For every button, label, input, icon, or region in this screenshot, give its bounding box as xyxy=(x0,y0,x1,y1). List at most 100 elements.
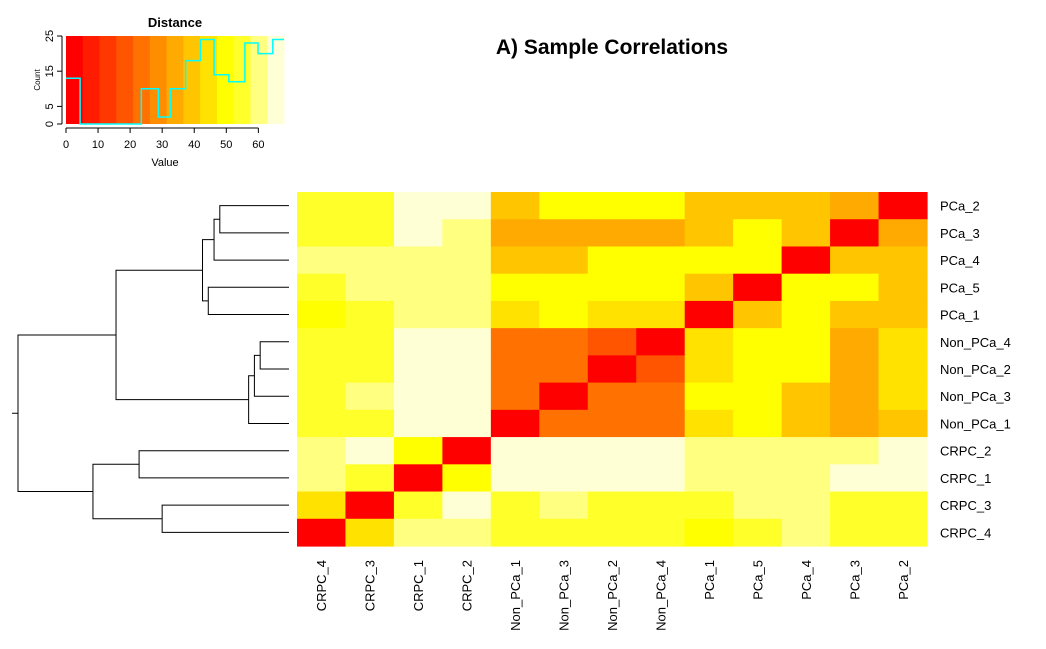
heatmap-cell xyxy=(393,192,443,220)
heatmap-cell xyxy=(393,409,443,438)
heatmap-cell xyxy=(878,192,928,220)
heatmap-cell xyxy=(490,273,540,302)
heatmap-cell xyxy=(733,355,783,384)
heatmap-cell xyxy=(684,464,734,493)
dendrogram-branch xyxy=(92,463,163,520)
heatmap-cell xyxy=(297,518,347,547)
heatmap-cell xyxy=(684,328,734,356)
heatmap-cell xyxy=(345,437,395,465)
key-color-band xyxy=(99,36,117,124)
heatmap-cell xyxy=(587,437,637,465)
heatmap-cell xyxy=(587,518,637,547)
heatmap-cell xyxy=(539,246,589,275)
heatmap-cell xyxy=(878,246,928,275)
dendrogram-branch xyxy=(213,218,289,261)
heatmap-cell xyxy=(393,437,443,465)
heatmap-cell xyxy=(297,246,347,275)
heatmap-cell xyxy=(636,382,686,411)
heatmap-cell xyxy=(442,246,492,275)
row-label: Non_PCa_1 xyxy=(940,416,1011,431)
heatmap-cell xyxy=(345,219,395,248)
heatmap-cell xyxy=(345,518,395,547)
heatmap-cell xyxy=(539,437,589,465)
key-color-band xyxy=(149,36,168,124)
dendrogram-branch xyxy=(138,450,289,479)
heatmap-cell xyxy=(733,437,783,465)
heatmap-cell xyxy=(830,518,880,547)
color-key: Distance 0 10 20 30 40 50 60 Value 0 5 15 25 Count xyxy=(33,15,285,169)
heatmap-cell xyxy=(490,464,540,493)
heatmap-cell xyxy=(297,273,347,302)
row-label: PCa_2 xyxy=(940,199,980,214)
heatmap-cell xyxy=(297,355,347,384)
dendrogram-branch xyxy=(259,341,289,370)
key-x-tick-label: 20 xyxy=(124,139,136,151)
dendrogram-branch xyxy=(17,334,117,493)
column-label: PCa_5 xyxy=(750,560,765,600)
row-label: Non_PCa_3 xyxy=(940,389,1011,404)
heatmap-cell xyxy=(539,409,589,438)
heatmap-cell xyxy=(684,273,734,302)
key-title: Distance xyxy=(148,15,202,30)
heatmap-cell xyxy=(781,518,831,547)
key-color-band xyxy=(233,36,251,124)
dendrogram-branch xyxy=(207,286,289,316)
key-x-tick-label: 60 xyxy=(252,139,264,151)
heatmap-cell xyxy=(781,192,831,220)
heatmap-cell xyxy=(345,491,395,520)
heatmap-cell xyxy=(587,246,637,275)
heatmap-cell xyxy=(297,409,347,438)
heatmap-cell xyxy=(636,300,686,329)
key-color-band xyxy=(116,36,134,124)
heatmap-cell xyxy=(442,464,492,493)
heatmap-cell xyxy=(636,491,686,520)
heatmap-cell xyxy=(490,300,540,329)
heatmap-cell xyxy=(490,219,540,248)
row-label: PCa_4 xyxy=(940,253,980,268)
heatmap-cell xyxy=(830,437,880,465)
heatmap-cell xyxy=(636,192,686,220)
heatmap-cell xyxy=(733,491,783,520)
heatmap-cell xyxy=(442,219,492,248)
heatmap-cell xyxy=(345,409,395,438)
heatmap-cell xyxy=(587,382,637,411)
dendrogram-branch xyxy=(161,504,289,533)
heatmap-cell xyxy=(297,464,347,493)
column-label: PCa_1 xyxy=(702,560,717,600)
heatmap-cell xyxy=(490,409,540,438)
heatmap-cell xyxy=(781,300,831,329)
heatmap-cell xyxy=(684,219,734,248)
heatmap-cell xyxy=(878,273,928,302)
heatmap-cell xyxy=(830,328,880,356)
heatmap-cell xyxy=(684,437,734,465)
heatmap-cell xyxy=(490,382,540,411)
heatmap-cell xyxy=(830,192,880,220)
heatmap-cell xyxy=(830,300,880,329)
key-x-tick-label: 30 xyxy=(156,139,168,151)
heatmap-cell xyxy=(442,328,492,356)
heatmap-cell xyxy=(878,409,928,438)
key-x-tick-label: 10 xyxy=(92,139,104,151)
heatmap-cell xyxy=(442,518,492,547)
heatmap-cell xyxy=(830,246,880,275)
key-color-band xyxy=(216,36,235,124)
heatmap-cell xyxy=(297,192,347,220)
heatmap-cell xyxy=(636,464,686,493)
key-x-tick-label: 0 xyxy=(63,139,69,151)
heatmap-cell xyxy=(636,246,686,275)
key-y-tick-label: 5 xyxy=(44,103,56,109)
heatmap-cell xyxy=(345,273,395,302)
heatmap-cell xyxy=(297,328,347,356)
heatmap-cell xyxy=(830,219,880,248)
heatmap-cell xyxy=(539,464,589,493)
heatmap-cell xyxy=(781,273,831,302)
heatmap-cells xyxy=(297,192,928,547)
heatmap-cell xyxy=(345,382,395,411)
heatmap-cell xyxy=(684,300,734,329)
row-label: Non_PCa_4 xyxy=(940,335,1011,350)
key-color-band xyxy=(66,36,84,124)
heatmap-cell xyxy=(539,491,589,520)
heatmap-cell xyxy=(393,518,443,547)
heatmap-cell xyxy=(345,246,395,275)
